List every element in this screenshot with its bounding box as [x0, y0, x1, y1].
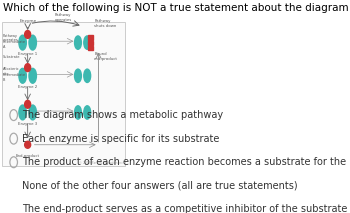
- Text: Pathway
shuts down: Pathway shuts down: [94, 19, 117, 28]
- Ellipse shape: [75, 36, 82, 49]
- Text: The product of each enzyme reaction becomes a substrate for the next enzyme: The product of each enzyme reaction beco…: [22, 157, 350, 167]
- Text: Each enzyme is specific for its substrate: Each enzyme is specific for its substrat…: [22, 134, 219, 144]
- Text: The diagram shows a metabolic pathway: The diagram shows a metabolic pathway: [22, 110, 223, 120]
- Text: Allosteric
site: Allosteric site: [3, 67, 19, 76]
- Text: Intermediate
B: Intermediate B: [3, 73, 26, 82]
- FancyBboxPatch shape: [88, 35, 93, 40]
- Ellipse shape: [19, 68, 26, 83]
- Ellipse shape: [25, 100, 31, 108]
- Ellipse shape: [25, 30, 31, 38]
- Ellipse shape: [25, 64, 31, 72]
- Text: © 2019 Parson Education Inc.: © 2019 Parson Education Inc.: [79, 161, 124, 165]
- Ellipse shape: [19, 105, 26, 120]
- FancyBboxPatch shape: [88, 46, 93, 50]
- Text: Substrate: Substrate: [3, 55, 20, 59]
- Ellipse shape: [84, 36, 91, 49]
- Text: Bound
end-product: Bound end-product: [94, 52, 118, 61]
- Text: End-product: End-product: [16, 154, 40, 158]
- Ellipse shape: [29, 35, 36, 50]
- Text: Intermediate
A: Intermediate A: [3, 40, 26, 49]
- Text: The end-product serves as a competitive inhibitor of the substrate on Enzyme 1: The end-product serves as a competitive …: [22, 204, 350, 213]
- FancyBboxPatch shape: [2, 22, 125, 166]
- FancyBboxPatch shape: [88, 41, 93, 45]
- Ellipse shape: [84, 69, 91, 82]
- Text: Enzyme 3: Enzyme 3: [18, 122, 37, 126]
- Ellipse shape: [29, 105, 36, 120]
- Text: None of the other four answers (all are true statements): None of the other four answers (all are …: [22, 181, 297, 191]
- Text: Pathway
operates: Pathway operates: [3, 34, 19, 42]
- Text: Enzyme: Enzyme: [20, 19, 37, 23]
- Ellipse shape: [29, 68, 36, 83]
- Text: Pathway
operates: Pathway operates: [55, 13, 72, 22]
- Text: Enzyme 1: Enzyme 1: [18, 52, 37, 56]
- Ellipse shape: [84, 106, 91, 119]
- Ellipse shape: [19, 35, 26, 50]
- Text: Enzyme 2: Enzyme 2: [18, 85, 37, 89]
- Text: Which of the following is NOT a true statement about the diagram below?: Which of the following is NOT a true sta…: [3, 3, 350, 13]
- Ellipse shape: [75, 69, 82, 82]
- Ellipse shape: [75, 106, 82, 119]
- Ellipse shape: [25, 141, 31, 148]
